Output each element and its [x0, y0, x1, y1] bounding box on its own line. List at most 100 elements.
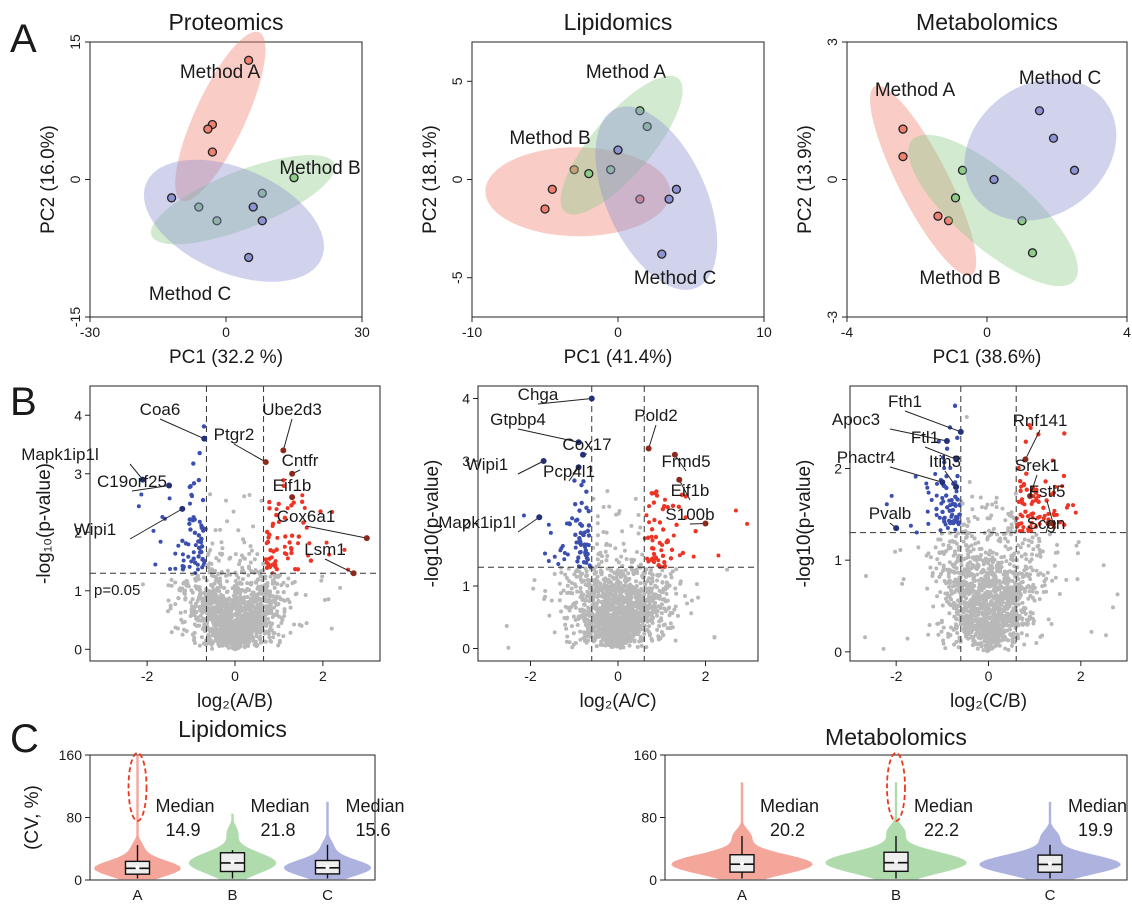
volcano-point — [951, 553, 956, 558]
volcano-point — [613, 546, 618, 551]
volcano-point — [998, 539, 1003, 544]
volcano-point — [991, 574, 996, 579]
volcano-point — [289, 533, 295, 538]
volcano-point — [211, 574, 216, 579]
volcano-point — [1046, 512, 1051, 517]
volcano-point — [968, 560, 973, 565]
volcano-point — [167, 496, 172, 501]
volcano-point — [624, 639, 629, 644]
volcano-point — [578, 586, 583, 591]
volcano-point — [300, 493, 305, 498]
volcano-point — [994, 551, 999, 556]
volcano-point — [570, 516, 575, 521]
volcano-point — [962, 627, 967, 632]
volcano-point — [265, 599, 270, 604]
volcano-point — [605, 611, 610, 616]
volcano-point — [567, 579, 572, 584]
pca-point — [257, 188, 267, 198]
pca-point — [540, 204, 550, 214]
volcano-point — [1030, 568, 1035, 573]
volcano-point — [969, 534, 974, 539]
volcano-point — [645, 535, 651, 540]
x-tick-label: 10 — [756, 324, 772, 340]
volcano-point — [946, 634, 951, 639]
volcano-point — [596, 598, 601, 603]
panel-label-a: A — [10, 17, 37, 61]
volcano-point — [631, 626, 636, 631]
volcano-point — [181, 558, 186, 563]
volcano-point — [625, 626, 630, 631]
pca-point — [898, 124, 908, 134]
volcano-point — [565, 605, 570, 610]
volcano-point — [1026, 538, 1031, 543]
volcano-point — [639, 643, 644, 648]
volcano-point — [546, 522, 551, 527]
volcano-point — [263, 574, 268, 579]
volcano-point — [645, 628, 650, 633]
volcano-point — [596, 634, 601, 639]
pca-point — [957, 165, 968, 175]
pca-point — [898, 151, 908, 162]
volcano-point — [259, 498, 264, 503]
gene-label: Cox6a1 — [277, 507, 336, 526]
volcano-point — [937, 515, 942, 520]
volcano-point — [946, 574, 951, 579]
volcano-point — [966, 571, 971, 576]
volcano-point — [552, 630, 557, 635]
median-annotation: Median — [156, 796, 215, 816]
volcano-point — [965, 563, 970, 568]
volcano-point — [237, 581, 242, 586]
volcano-point — [173, 566, 178, 571]
volcano-point — [638, 606, 643, 611]
volcano-point — [936, 537, 941, 542]
volcano-point — [994, 628, 999, 633]
volcano-point — [592, 571, 597, 576]
volcano-point — [280, 597, 285, 602]
volcano-point — [577, 508, 582, 513]
volcano-point — [581, 479, 586, 484]
median-value: 21.8 — [261, 820, 296, 840]
volcano-point — [622, 548, 627, 553]
volcano-point — [585, 626, 590, 631]
volcano-point — [574, 600, 579, 605]
volcano-point — [319, 578, 324, 583]
volcano-point — [151, 528, 156, 533]
volcano-point — [579, 500, 584, 506]
volcano-point — [656, 637, 661, 642]
volcano-point — [597, 606, 602, 611]
volcano-point — [1064, 505, 1069, 510]
labelled-gene-point — [893, 525, 900, 532]
volcano-point — [1003, 518, 1008, 523]
volcano-point — [952, 583, 957, 588]
volcano-point — [268, 589, 273, 594]
volcano-point — [306, 553, 311, 558]
volcano-point — [1000, 506, 1005, 511]
volcano-point — [1023, 564, 1028, 569]
volcano-point — [277, 640, 282, 645]
volcano-point — [270, 578, 275, 583]
volcano-point — [987, 610, 992, 615]
volcano-point — [966, 545, 971, 550]
volcano-point — [615, 614, 620, 619]
volcano-point — [1004, 587, 1009, 592]
volcano-point — [980, 606, 985, 611]
volcano-point — [643, 614, 648, 619]
volcano-point — [969, 624, 974, 629]
volcano-point — [955, 581, 960, 586]
gene-label: Coa6 — [140, 400, 181, 419]
volcano-point — [258, 627, 263, 632]
volcano-point — [662, 560, 667, 565]
volcano-point — [233, 645, 238, 650]
volcano-point — [211, 607, 216, 612]
volcano-point — [584, 573, 589, 578]
volcano-point — [585, 630, 590, 635]
volcano-point — [598, 581, 603, 586]
gene-label: Ptgr2 — [214, 425, 255, 444]
volcano-point — [605, 587, 610, 592]
volcano-point — [1074, 543, 1079, 548]
volcano-point — [240, 620, 245, 625]
volcano-point — [1022, 642, 1027, 647]
volcano-point — [992, 589, 997, 594]
pca-point — [642, 121, 652, 132]
